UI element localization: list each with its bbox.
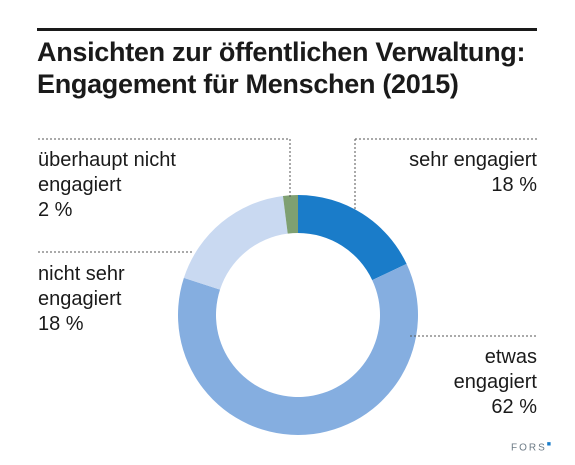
label-sehr-engagiert: sehr engagiert 18 %	[409, 148, 537, 198]
chart-title: Ansichten zur öffentlichen Verwaltung: E…	[37, 36, 557, 100]
donut-slices	[178, 195, 419, 435]
donut-slice-nicht-sehr	[183, 195, 288, 290]
chart-title-line-2: Engagement für Menschen (2015)	[37, 69, 459, 99]
label-nicht-sehr-value: 18 %	[38, 313, 84, 335]
brand-name: FORS	[510, 442, 547, 453]
label-etwas-line-2: engagiert	[453, 371, 537, 393]
label-etwas-value: 62 %	[491, 396, 537, 418]
label-sehr-value: 18 %	[491, 174, 537, 196]
label-ueberhaupt-nicht-engagiert: überhaupt nicht engagiert 2 %	[38, 148, 176, 223]
chart-title-line-1: Ansichten zur öffentlichen Verwaltung:	[37, 37, 526, 67]
label-ueberhaupt-line-2: engagiert	[38, 174, 122, 196]
label-etwas-engagiert: etwas engagiert 62 %	[454, 345, 537, 420]
leader-line-ueberhaupt	[38, 138, 291, 198]
label-nicht-sehr-engagiert: nicht sehr engagiert 18 %	[38, 262, 125, 337]
label-nicht-sehr-line-1: nicht sehr	[38, 263, 125, 285]
label-etwas-line-1: etwas	[484, 346, 537, 368]
label-ueberhaupt-line-1: überhaupt nicht	[38, 149, 176, 171]
brand-mark-icon: ■	[546, 440, 551, 448]
donut-slice-sehr	[298, 195, 407, 281]
brand-logo: FORS■	[511, 441, 551, 453]
top-rule	[37, 28, 537, 31]
donut-slice-etwas	[178, 263, 419, 435]
donut-slice-ueberhaupt	[282, 195, 298, 234]
label-sehr-line-1: sehr engagiert	[409, 149, 537, 171]
leader-lines	[38, 138, 537, 337]
label-nicht-sehr-line-2: engagiert	[38, 288, 122, 310]
label-ueberhaupt-value: 2 %	[38, 199, 73, 221]
